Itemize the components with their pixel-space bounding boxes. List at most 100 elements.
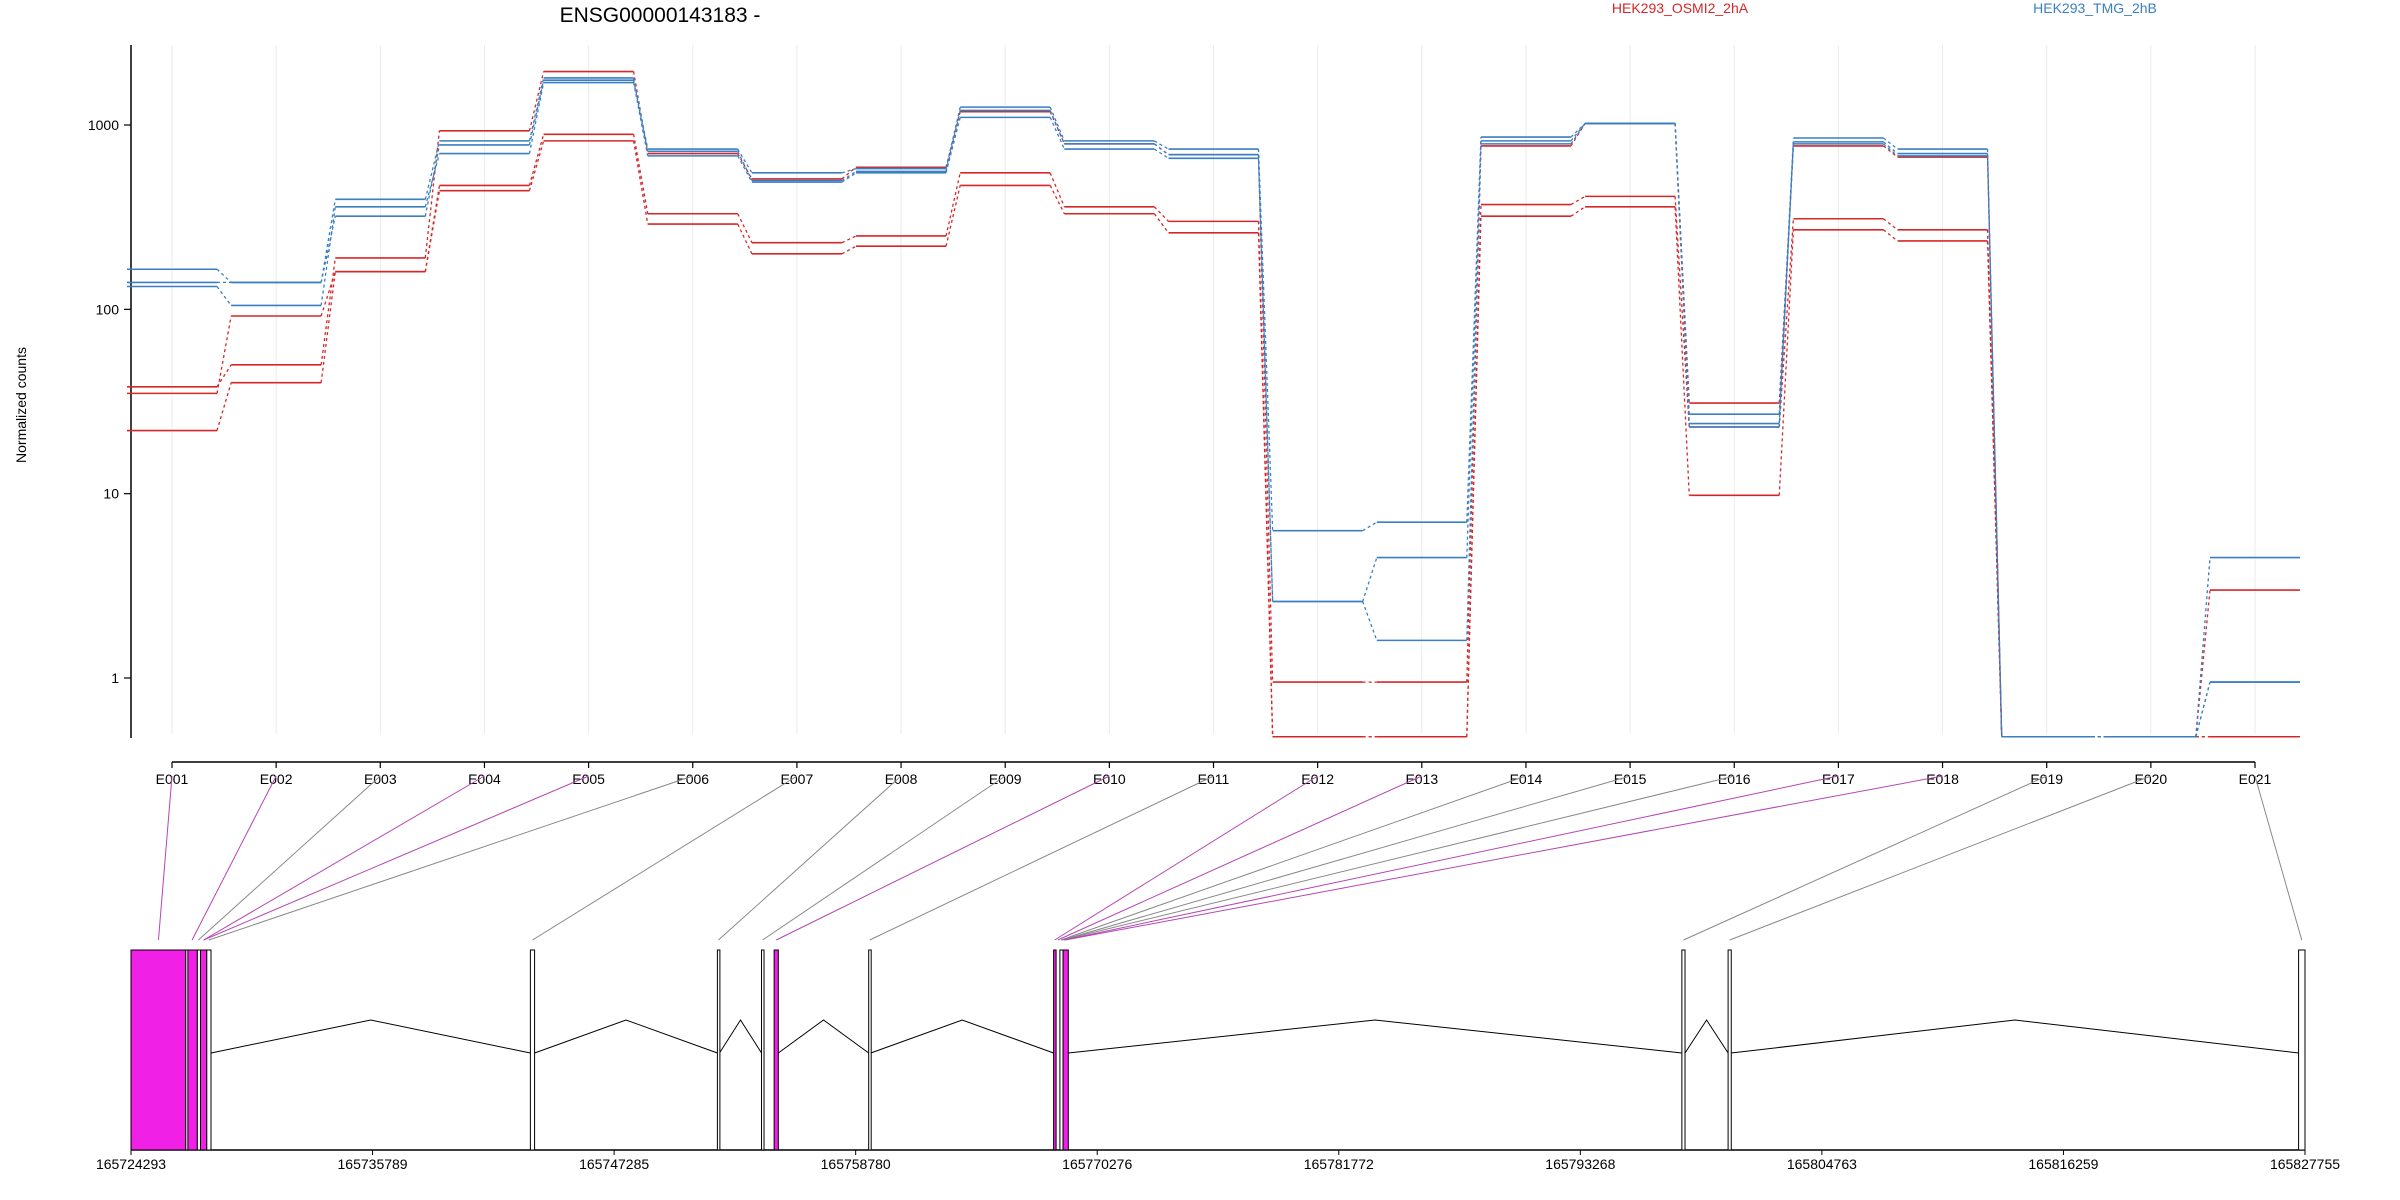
- series-connector: [320, 271, 336, 383]
- series-connector: [841, 167, 857, 174]
- gene-model-track: 165724293 165735789 165747285 165758780 1657…: [96, 949, 2340, 1172]
- series-connector: [1570, 123, 1586, 142]
- series-connector: [1570, 206, 1586, 217]
- series-connector: [1049, 106, 1065, 142]
- exon-block: [187, 949, 198, 1151]
- intron-line: [1731, 1019, 2299, 1054]
- x-tick-label: E009: [989, 771, 1022, 787]
- track-tick-label: 165735789: [338, 1156, 408, 1172]
- y-tick-label: 100: [96, 301, 120, 317]
- series-connector: [632, 71, 649, 154]
- x-tick-label: E004: [468, 771, 501, 787]
- bin-link: [1683, 775, 2047, 941]
- gridlines: [171, 45, 2256, 734]
- series-connector: [945, 106, 961, 169]
- track-tick-label: 165747285: [579, 1156, 649, 1172]
- x-tick-label: E006: [676, 771, 709, 787]
- bin-link: [203, 775, 589, 941]
- series-connector: [528, 77, 545, 142]
- series-connector: [945, 172, 961, 237]
- series-connector: [216, 315, 232, 394]
- series-connector: [2195, 681, 2211, 737]
- intron-line: [210, 1019, 531, 1054]
- series-connector: [1882, 145, 1898, 158]
- x-tick-label: E021: [2239, 771, 2272, 787]
- bin-link: [208, 775, 693, 941]
- series-connector: [424, 190, 441, 272]
- series-connector: [1882, 137, 1898, 150]
- exon-block: [716, 949, 721, 1151]
- track-tick-label: 165804763: [1787, 1156, 1857, 1172]
- bin-link: [1060, 775, 1527, 941]
- series-connector: [1570, 195, 1586, 206]
- x-tick-label: E020: [2134, 771, 2167, 787]
- exon-block: [529, 949, 536, 1151]
- series-connector: [632, 82, 649, 156]
- track-tick-label: 165724293: [96, 1156, 166, 1172]
- series-connector: [1466, 143, 1482, 641]
- series-connector: [1362, 601, 1378, 641]
- series-lines: [127, 70, 2300, 738]
- track-tick-label: 165827755: [2270, 1156, 2340, 1172]
- series-connector: [632, 77, 649, 150]
- exon-block: [130, 949, 187, 1151]
- series-connector: [1257, 158, 1274, 602]
- series-connector: [1049, 185, 1065, 215]
- x-tick-label: E008: [885, 771, 918, 787]
- series-connector: [1466, 145, 1482, 683]
- series-connector: [320, 271, 336, 317]
- chart-title: ENSG00000143183 -: [560, 4, 761, 27]
- y-tick-label: 1000: [88, 117, 119, 133]
- x-tick-label: E019: [2030, 771, 2063, 787]
- series-connector: [1570, 123, 1586, 147]
- series-connector: [1257, 232, 1274, 737]
- exon-block: [868, 949, 872, 1151]
- x-tick-label: E011: [1198, 771, 1230, 787]
- exon-block: [1062, 949, 1069, 1151]
- series-connector: [1778, 218, 1795, 428]
- series-connector: [632, 80, 649, 152]
- bin-link: [2254, 775, 2303, 941]
- series-connector: [841, 235, 857, 244]
- bin-link: [1061, 775, 1735, 941]
- series-connector: [841, 172, 857, 183]
- series-connector: [1986, 240, 2003, 737]
- x-tick-label: E002: [260, 771, 293, 787]
- series-connector: [216, 286, 232, 306]
- series-connector: [1674, 123, 1690, 428]
- series-connector: [841, 170, 857, 182]
- series-connector: [737, 155, 753, 183]
- x-tick-label: E005: [572, 771, 605, 787]
- bin-link: [532, 775, 798, 941]
- legend-label-osmi: HEK293_OSMI2_2hA: [1612, 0, 1749, 16]
- x-tick-label: E003: [364, 771, 397, 787]
- bin-link: [762, 775, 1006, 941]
- series-connector: [1466, 216, 1482, 737]
- series-connector: [216, 382, 232, 431]
- x-tick-label: E018: [1926, 771, 1959, 787]
- intron-line: [534, 1019, 718, 1054]
- series-connector: [632, 140, 649, 225]
- exon-block: [1727, 949, 1732, 1151]
- bin-link: [1065, 775, 1943, 941]
- series-connector: [528, 140, 545, 191]
- series-connector: [737, 223, 753, 255]
- x-tick-label: E010: [1093, 771, 1126, 787]
- track-tick-label: 165781772: [1304, 1156, 1374, 1172]
- series-connector: [1049, 172, 1065, 208]
- y-tick-label: 10: [103, 486, 119, 502]
- series-connector: [528, 134, 545, 186]
- intron-line: [1068, 1019, 1682, 1054]
- series-connector: [1362, 557, 1378, 602]
- series-connector: [1049, 117, 1065, 150]
- series-connector: [320, 206, 336, 306]
- bin-link: [198, 775, 381, 941]
- bin-link: [191, 775, 277, 941]
- series-connector: [1257, 154, 1274, 602]
- series-connector: [1154, 140, 1169, 150]
- exon-block: [773, 949, 779, 1151]
- series-connector: [737, 213, 753, 243]
- bin-link: [157, 775, 173, 941]
